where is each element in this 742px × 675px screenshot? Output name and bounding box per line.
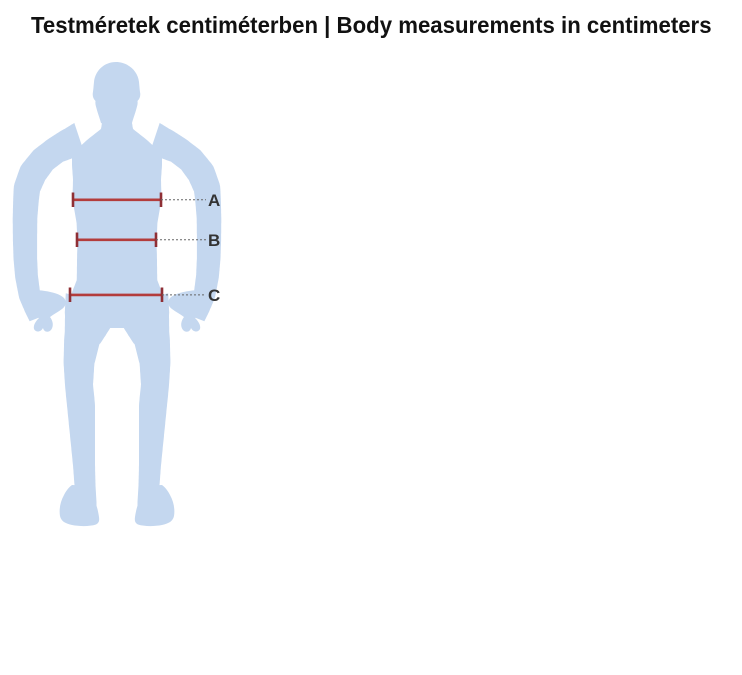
svg-text:C: C [208,286,220,305]
svg-text:B: B [208,231,220,250]
svg-text:A: A [208,191,220,210]
